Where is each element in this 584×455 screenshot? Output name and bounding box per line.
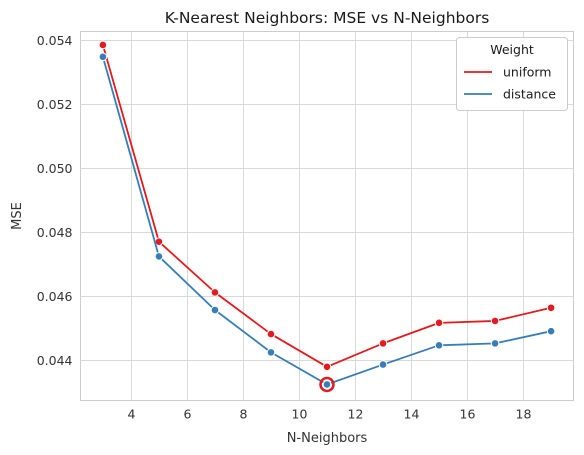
legend-label-uniform: uniform bbox=[503, 65, 551, 80]
x-tick-label: 12 bbox=[348, 407, 364, 422]
data-point-uniform bbox=[434, 318, 444, 328]
legend-box bbox=[456, 37, 568, 111]
x-tick-label: 8 bbox=[240, 407, 248, 422]
data-point-uniform bbox=[322, 362, 332, 372]
data-point-uniform bbox=[98, 40, 108, 50]
legend-label-distance: distance bbox=[503, 87, 556, 102]
data-point-distance bbox=[434, 341, 444, 350]
x-tick-label: 16 bbox=[460, 407, 476, 422]
data-point-distance bbox=[490, 339, 500, 348]
y-axis-label: MSE bbox=[10, 202, 25, 230]
data-point-distance bbox=[322, 380, 332, 389]
x-axis: 4 6 8 10 12 14 16 18 bbox=[128, 407, 532, 422]
series-layer bbox=[98, 40, 556, 393]
data-point-distance bbox=[546, 326, 556, 336]
data-point-distance bbox=[266, 348, 276, 357]
x-axis-label: N-Neighbors bbox=[287, 431, 368, 446]
data-point-uniform bbox=[266, 329, 276, 339]
data-point-distance bbox=[98, 52, 108, 62]
y-tick-label: 0.048 bbox=[37, 225, 73, 240]
y-axis: 0.044 0.046 0.048 0.050 0.052 0.054 bbox=[37, 33, 73, 368]
y-tick-label: 0.052 bbox=[37, 97, 73, 112]
data-point-uniform bbox=[378, 339, 388, 348]
y-tick-label: 0.046 bbox=[37, 289, 73, 304]
y-tick-label: 0.054 bbox=[37, 33, 73, 48]
data-point-uniform bbox=[546, 303, 556, 313]
y-tick-label: 0.050 bbox=[37, 161, 73, 176]
legend-title: Weight bbox=[490, 42, 534, 57]
data-point-distance bbox=[210, 305, 220, 315]
x-tick-label: 18 bbox=[516, 407, 532, 422]
data-point-uniform bbox=[490, 316, 500, 326]
x-tick-label: 6 bbox=[184, 407, 192, 422]
chart-title: K-Nearest Neighbors: MSE vs N-Neighbors bbox=[165, 9, 490, 27]
y-tick-label: 0.044 bbox=[37, 353, 73, 368]
x-tick-label: 14 bbox=[404, 407, 420, 422]
data-point-distance bbox=[378, 360, 388, 369]
data-point-uniform bbox=[210, 288, 220, 297]
grid bbox=[80, 31, 574, 401]
legend: Weight uniform distance bbox=[456, 37, 568, 111]
best-point-highlight bbox=[319, 376, 335, 393]
data-point-distance bbox=[154, 252, 164, 261]
x-tick-label: 10 bbox=[292, 407, 308, 422]
x-tick-label: 4 bbox=[128, 407, 136, 422]
